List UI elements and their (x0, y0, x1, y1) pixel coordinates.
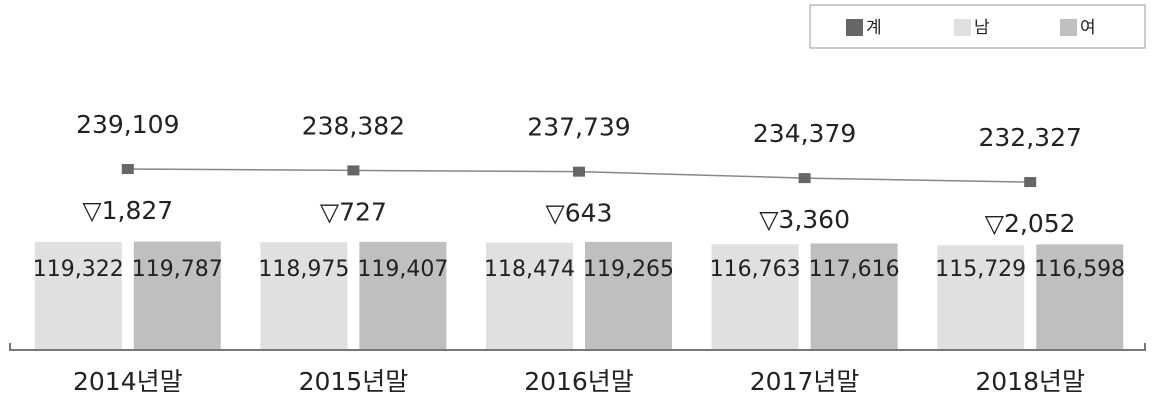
line-marker (573, 166, 585, 177)
line-marker (1024, 177, 1037, 188)
annotation: ▽2,052 (985, 209, 1076, 238)
bar-value-label: 117,616 (809, 257, 900, 282)
legend-label: 계 (866, 18, 882, 38)
line-value-label: 238,382 (302, 111, 405, 140)
legend-label: 남 (974, 18, 990, 38)
line-value-label: 232,327 (979, 123, 1082, 152)
plot-area: 119,322 118,975 118,474 116,763 115,729 119,7… (9, 110, 1146, 396)
annotation: ▽3,360 (759, 205, 850, 234)
bar (359, 241, 447, 350)
bar (34, 241, 122, 350)
legend-swatch (1060, 19, 1077, 36)
bar (810, 243, 898, 350)
line-marker (798, 173, 811, 184)
bar-value-label: 115,729 (935, 257, 1026, 282)
bar (133, 241, 221, 350)
x-tick-label: 2016년말 (524, 367, 634, 396)
x-tick-label: 2017년말 (750, 367, 860, 396)
legend-label: 여 (1080, 18, 1096, 38)
bar-value-label: 116,598 (1034, 257, 1125, 282)
bar-value-label: 118,975 (258, 257, 349, 282)
annotation: ▽727 (320, 197, 387, 226)
x-axis-line (9, 343, 1146, 351)
bar (1036, 244, 1124, 350)
bar-value-label: 118,474 (484, 257, 575, 282)
legend-box (809, 4, 1146, 49)
line-marker (347, 165, 360, 176)
bar-value-label: 119,787 (132, 257, 223, 282)
line-value-label: 237,739 (527, 113, 630, 142)
bar (585, 241, 672, 350)
line-value-label: 239,109 (76, 110, 179, 139)
bar-value-label: 119,407 (357, 257, 448, 282)
legend-swatch (954, 19, 971, 36)
bar (711, 244, 799, 350)
bar (937, 245, 1025, 350)
line-marker (121, 164, 134, 175)
bar (486, 242, 573, 350)
x-tick-label: 2015년말 (299, 367, 409, 396)
annotation: ▽643 (546, 199, 613, 228)
line-value-label: 234,379 (753, 119, 856, 148)
bar-value-label: 119,265 (583, 257, 674, 282)
annotation: ▽1,827 (82, 196, 173, 225)
bar-value-label: 116,763 (710, 257, 801, 282)
x-tick-label: 2018년말 (975, 367, 1085, 396)
x-tick-label: 2014년말 (73, 367, 183, 396)
legend-swatch (846, 19, 863, 36)
bar (260, 242, 348, 350)
bar-value-label: 119,322 (33, 257, 124, 282)
